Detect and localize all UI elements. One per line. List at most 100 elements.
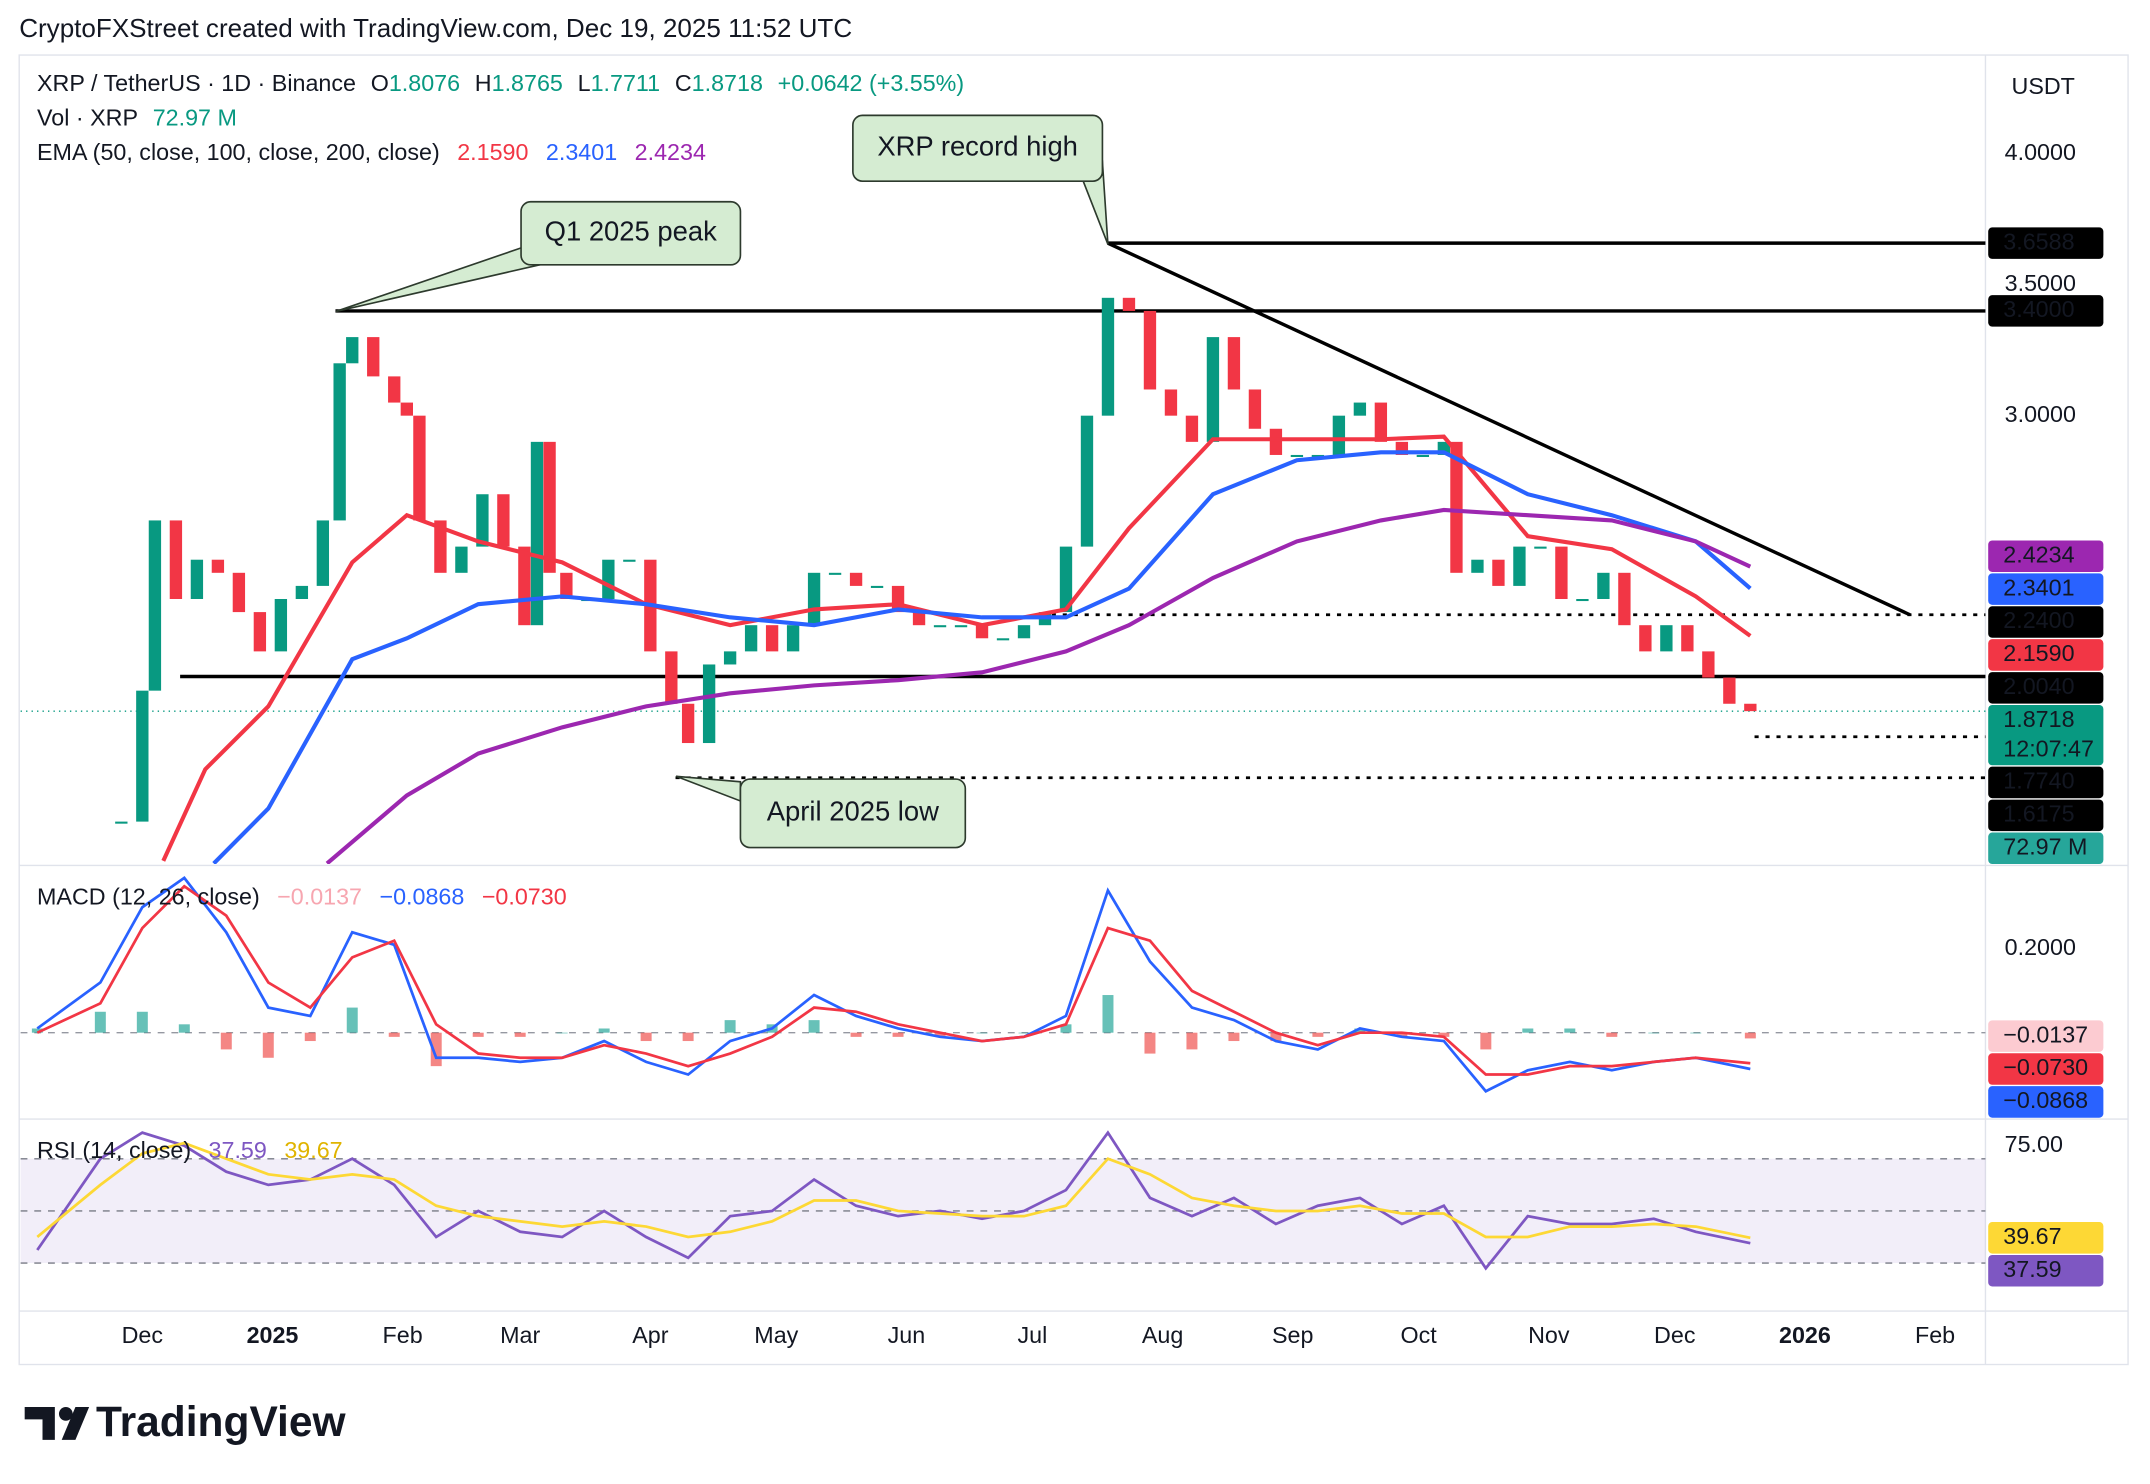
axis-tag: [1988, 704, 2104, 766]
macd-histogram-bar: [514, 1032, 526, 1037]
candle: [316, 520, 330, 586]
macd-histogram-bar: [1648, 1032, 1660, 1034]
x-tick-label: Dec: [122, 1322, 164, 1348]
volume-value: 72.97 M: [153, 105, 237, 131]
candle: [849, 572, 863, 586]
rsi-legend: RSI (14, close) 37.59 39.67: [37, 1137, 343, 1163]
macd-name: MACD (12, 26, close): [37, 883, 260, 909]
callout-text: XRP record high: [877, 131, 1078, 162]
volume-name: Vol · XRP: [37, 105, 138, 131]
macd-line: [36, 876, 1751, 1093]
candle: [346, 337, 359, 364]
macd-histogram-bar: [850, 1032, 862, 1037]
candle: [1143, 310, 1157, 390]
axis-tag: [1988, 832, 2104, 865]
x-tick-label: Feb: [383, 1322, 423, 1348]
macd-histogram-bar: [1354, 1028, 1366, 1033]
candle: [1080, 415, 1094, 547]
candle: [665, 651, 678, 704]
callout-box: [739, 778, 967, 849]
candle: [333, 363, 346, 521]
macd-histogram-bar: [304, 1032, 316, 1042]
candle: [807, 572, 821, 626]
macd-histogram-bar: [1438, 1032, 1450, 1037]
candle: [828, 572, 842, 575]
macd-histogram-bar: [136, 1011, 148, 1033]
candle: [388, 376, 401, 403]
ohlc-value: 1.7711: [591, 70, 661, 96]
candle: [497, 494, 510, 547]
candle: [530, 441, 544, 626]
candle: [1248, 389, 1262, 429]
rsi-name: RSI (14, close): [37, 1137, 191, 1163]
macd-histogram-bar: [1228, 1032, 1240, 1042]
candle: [1269, 428, 1283, 455]
axis-tag-label: 1.7740: [2003, 768, 2074, 794]
candle: [1639, 625, 1652, 652]
axis-tag: [1988, 227, 2104, 259]
price-pane: [20, 241, 1986, 865]
callout-pointer: [335, 246, 548, 313]
ohlc-value: 1.8765: [492, 70, 563, 96]
candle: [1164, 389, 1178, 416]
candle: [1416, 454, 1430, 458]
x-tick-label: Jul: [1018, 1322, 1048, 1348]
macd-histogram-bar: [94, 1011, 106, 1033]
candle: [1017, 625, 1031, 639]
macd-histogram-bar: [892, 1032, 904, 1037]
volume-legend: Vol · XRP 72.97 M: [37, 105, 237, 131]
y-tick-label: 0.2000: [2005, 934, 2076, 960]
macd-histogram-bar: [1396, 1032, 1408, 1037]
candle: [1513, 546, 1526, 586]
callout: April 2025 low: [675, 775, 967, 849]
candle: [434, 520, 447, 573]
axis-tag: [1988, 1222, 2104, 1254]
axis-tag: [1988, 606, 2104, 638]
axis-tag: [1988, 1254, 2104, 1287]
candle: [115, 821, 128, 824]
macd-pane: [20, 876, 1986, 1093]
axis-tag: [1988, 1053, 2104, 1085]
y-tick-label: 3.0000: [2005, 401, 2076, 427]
candle: [1492, 559, 1505, 586]
axis-tag: [1988, 295, 2104, 327]
macd-histogram-bar: [1312, 1032, 1324, 1037]
macd-histogram-bar: [1690, 1032, 1702, 1034]
ohlc-value: 1.8076: [389, 70, 460, 96]
candle: [1597, 572, 1610, 599]
candle: [723, 651, 737, 665]
macd-histogram-bar: [1102, 995, 1114, 1033]
candle: [786, 625, 800, 652]
macd-histogram-bar: [1606, 1032, 1618, 1037]
axis-tag: [1988, 799, 2104, 832]
axis-tag-label: −0.0730: [2003, 1054, 2088, 1080]
x-tick-label: Feb: [1915, 1322, 1955, 1348]
candle: [1702, 651, 1715, 678]
candle: [1206, 337, 1220, 442]
header: CryptoFXStreet created with TradingView.…: [19, 13, 852, 43]
candle: [274, 598, 288, 652]
rsi-line: [36, 1141, 1751, 1240]
candle: [413, 415, 426, 521]
candle: [211, 559, 225, 573]
candle: [744, 625, 758, 652]
axis-tag-countdown: 12:07:47: [2003, 735, 2094, 761]
x-tick-label: Apr: [632, 1322, 668, 1348]
ema-name: EMA (50, close, 100, close, 200, close): [37, 139, 440, 165]
macd-histogram-bar: [808, 1020, 820, 1033]
axis-tag-label: 37.59: [2003, 1256, 2061, 1282]
macd-histogram-bar: [178, 1024, 190, 1033]
axis-tag-label: −0.0137: [2003, 1021, 2088, 1047]
macd-histogram-bar: [1186, 1032, 1198, 1050]
x-tick-label: Oct: [1401, 1322, 1438, 1348]
macd-histogram-bar: [682, 1032, 694, 1042]
axes: Dec 2025 Feb Mar Apr May Jun Jul Aug Sep Oct Nov Dec…: [122, 139, 2104, 1348]
candle: [253, 612, 267, 652]
candle: [190, 559, 204, 599]
x-tick-label: Mar: [500, 1322, 540, 1348]
axis-tag: [1988, 573, 2104, 605]
candle: [295, 585, 309, 599]
macd-histogram-bar: [346, 1007, 358, 1033]
candle: [1723, 677, 1736, 704]
